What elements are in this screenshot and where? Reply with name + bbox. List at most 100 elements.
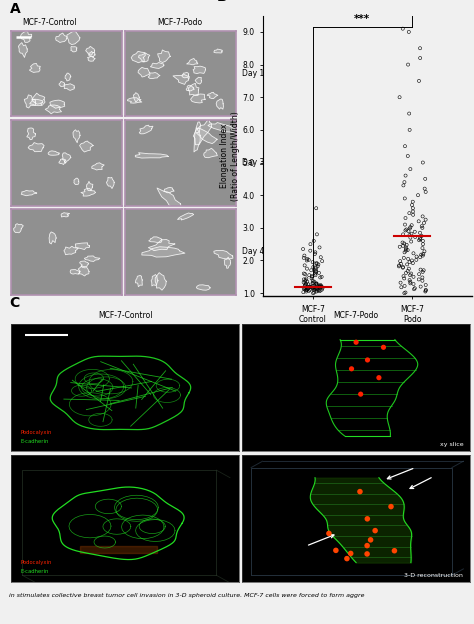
Polygon shape <box>195 77 201 84</box>
Polygon shape <box>67 31 80 44</box>
Point <box>348 364 356 374</box>
Point <box>411 227 419 236</box>
Polygon shape <box>193 66 206 74</box>
Point <box>407 164 414 174</box>
Point <box>408 200 416 210</box>
Polygon shape <box>78 266 89 276</box>
Point <box>315 260 322 270</box>
Point <box>310 283 317 293</box>
Point <box>318 285 326 295</box>
Point <box>325 529 333 539</box>
Point <box>401 288 409 298</box>
Polygon shape <box>189 83 199 95</box>
Point <box>407 276 414 286</box>
Point <box>420 265 428 275</box>
Point <box>420 218 428 228</box>
Point <box>405 226 412 236</box>
Point <box>407 233 414 243</box>
Polygon shape <box>149 237 162 242</box>
Point <box>314 283 321 293</box>
Point <box>317 273 324 283</box>
Point <box>380 343 387 353</box>
Point <box>317 280 324 290</box>
Point <box>308 265 315 275</box>
Point <box>302 280 310 290</box>
Polygon shape <box>186 85 194 91</box>
Point <box>305 286 313 296</box>
Point <box>417 281 424 291</box>
Point <box>315 285 322 295</box>
Polygon shape <box>61 213 70 217</box>
Point <box>313 258 320 268</box>
Point <box>301 276 309 286</box>
Polygon shape <box>32 93 45 104</box>
Point <box>408 220 415 230</box>
Point <box>419 251 427 261</box>
Polygon shape <box>134 92 139 102</box>
Polygon shape <box>196 128 217 144</box>
Point <box>310 262 317 272</box>
Point <box>401 281 409 291</box>
Polygon shape <box>178 213 193 220</box>
Point <box>308 273 315 283</box>
Point <box>316 286 323 296</box>
Point <box>363 549 371 559</box>
Point <box>302 279 310 289</box>
Point <box>421 183 428 193</box>
Point <box>302 286 310 296</box>
Point <box>405 264 413 274</box>
Polygon shape <box>142 246 185 257</box>
Point <box>400 180 407 190</box>
Point <box>300 283 308 293</box>
Point <box>311 247 319 257</box>
Point <box>406 270 414 280</box>
Point <box>403 260 411 270</box>
Point <box>401 141 409 151</box>
Point <box>415 269 423 279</box>
Point <box>312 265 319 275</box>
Polygon shape <box>157 188 181 211</box>
Point <box>332 545 340 555</box>
Point <box>312 203 320 213</box>
Point <box>313 284 321 294</box>
Point <box>416 53 424 63</box>
Point <box>302 285 310 295</box>
Point <box>303 283 310 293</box>
Point <box>419 243 426 253</box>
Point <box>305 255 312 265</box>
Polygon shape <box>59 159 66 165</box>
Polygon shape <box>150 62 164 69</box>
Polygon shape <box>64 246 78 255</box>
Point <box>418 250 425 260</box>
Point <box>407 278 414 288</box>
Point <box>375 373 383 383</box>
Point <box>300 277 308 287</box>
Point <box>312 266 319 276</box>
Point <box>305 270 313 280</box>
Polygon shape <box>182 72 189 78</box>
Point <box>408 255 416 265</box>
Polygon shape <box>92 163 104 170</box>
Point <box>419 212 427 222</box>
Point <box>400 271 407 281</box>
Point <box>404 266 411 276</box>
Polygon shape <box>88 56 95 61</box>
Point <box>401 193 409 203</box>
Point <box>409 258 417 268</box>
Polygon shape <box>86 46 95 55</box>
Point <box>310 282 318 292</box>
Polygon shape <box>224 257 230 268</box>
Polygon shape <box>151 275 158 286</box>
Point <box>310 278 317 288</box>
Point <box>395 261 403 271</box>
Polygon shape <box>214 250 233 259</box>
Point <box>419 239 427 249</box>
Point <box>415 76 423 86</box>
Point <box>313 259 320 269</box>
Text: MCF-7-Podo: MCF-7-Podo <box>334 311 379 320</box>
Point <box>317 281 325 291</box>
Polygon shape <box>135 153 168 158</box>
Point <box>409 203 417 213</box>
Text: xy slice: xy slice <box>440 442 464 447</box>
Point <box>310 236 318 246</box>
